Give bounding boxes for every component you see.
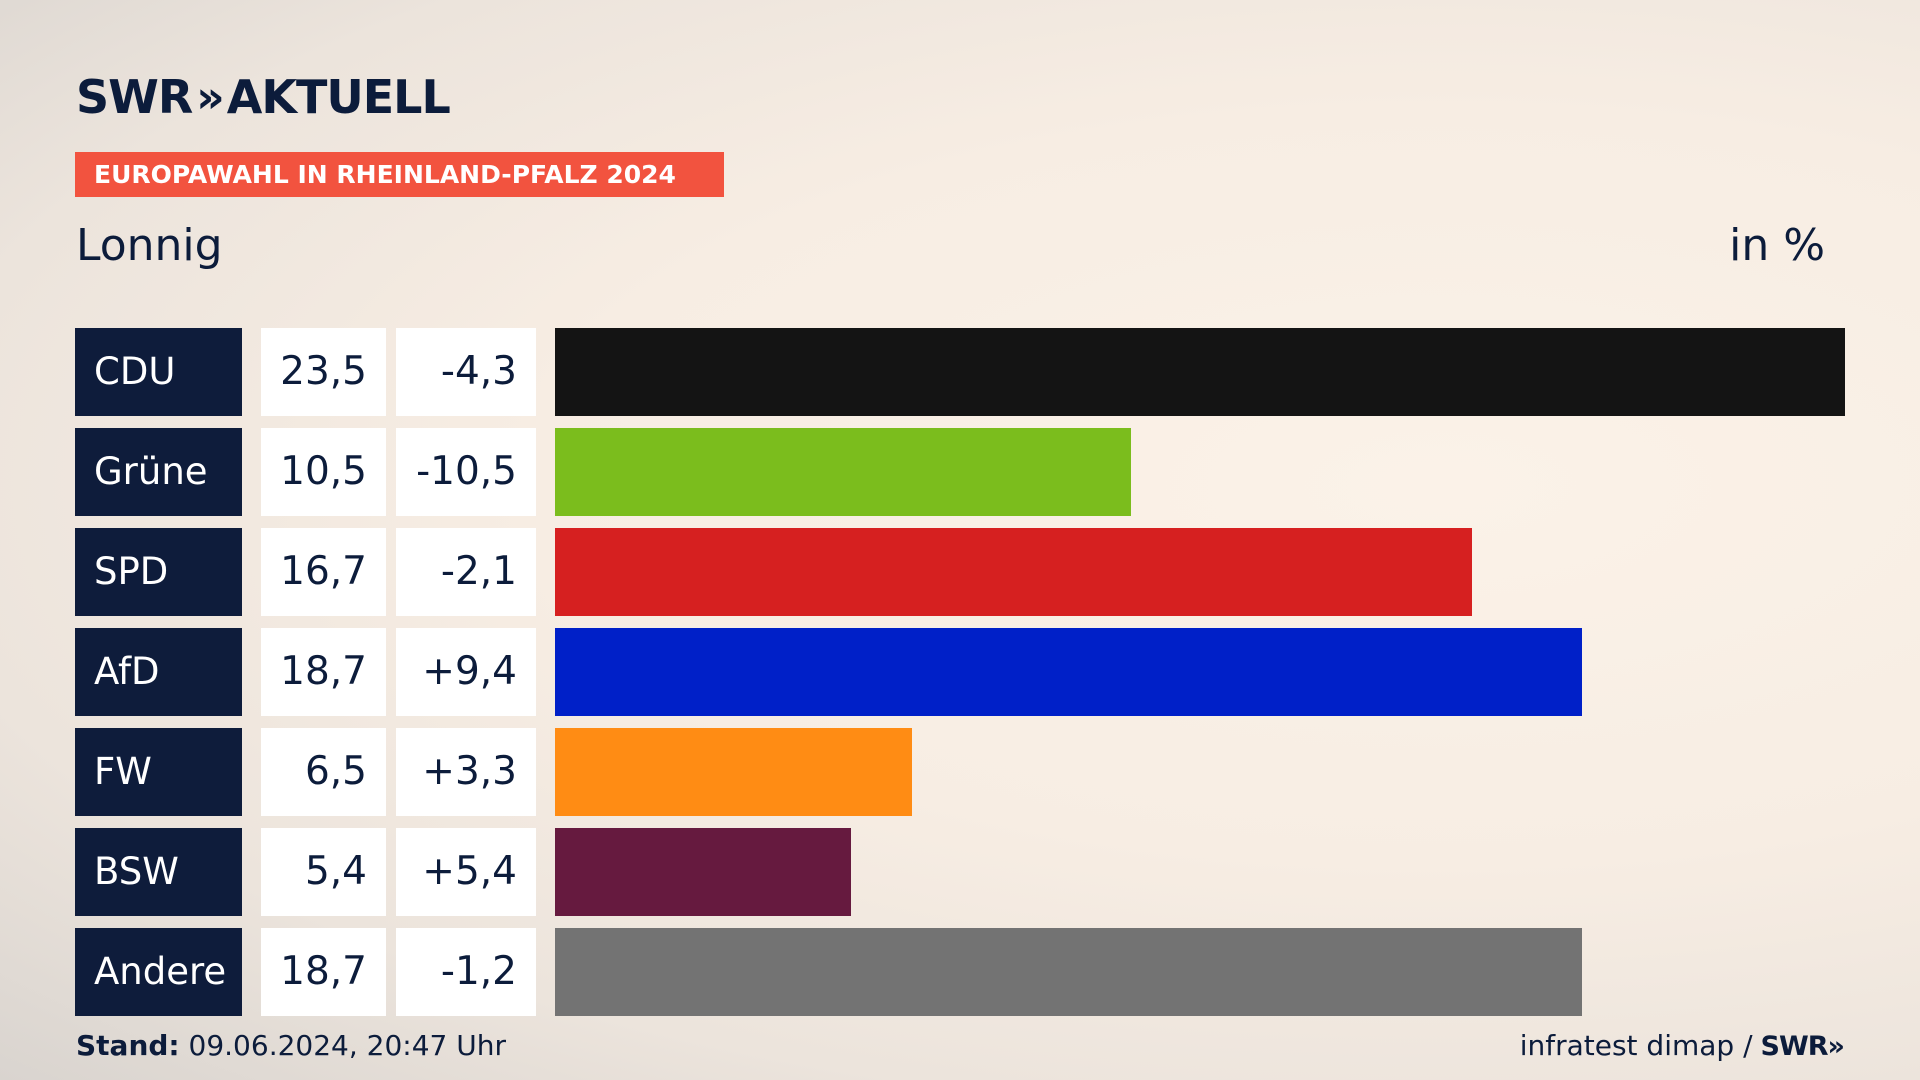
party-label: Andere (75, 928, 242, 1016)
vote-share-label: 18,7 (261, 928, 386, 1016)
vote-share-label: 6,5 (261, 728, 386, 816)
party-label: AfD (75, 628, 242, 716)
result-bar (555, 928, 1582, 1016)
vote-share-label: 18,7 (261, 628, 386, 716)
party-label: CDU (75, 328, 242, 416)
vote-share-label: 5,4 (261, 828, 386, 916)
election-title-banner: EUROPAWAHL IN RHEINLAND-PFALZ 2024 (75, 152, 724, 197)
result-bar (555, 428, 1131, 516)
result-bar (555, 528, 1472, 616)
brand-chevrons-icon: » (196, 71, 225, 123)
swr-logo: SWR» (1760, 1031, 1845, 1062)
result-bar (555, 328, 1845, 416)
change-label: +3,3 (396, 728, 536, 816)
stand-value: 09.06.2024, 20:47 Uhr (188, 1029, 506, 1062)
vote-share-label: 10,5 (261, 428, 386, 516)
place-name: Lonnig (76, 220, 223, 271)
source-text: infratest dimap / (1519, 1029, 1753, 1062)
party-label: SPD (75, 528, 242, 616)
change-label: -4,3 (396, 328, 536, 416)
change-label: +5,4 (396, 828, 536, 916)
result-bar (555, 628, 1582, 716)
party-label: Grüne (75, 428, 242, 516)
change-label: -2,1 (396, 528, 536, 616)
change-label: -1,2 (396, 928, 536, 1016)
change-label: +9,4 (396, 628, 536, 716)
result-bar (555, 828, 851, 916)
brand-aktuell: AKTUELL (226, 70, 451, 124)
swr-aktuell-logo: SWR » AKTUELL (76, 70, 451, 124)
change-label: -10,5 (396, 428, 536, 516)
vote-share-label: 23,5 (261, 328, 386, 416)
stand-label: Stand: (76, 1029, 180, 1062)
source-credit: infratest dimap / SWR» (1519, 1029, 1845, 1062)
party-label: FW (75, 728, 242, 816)
timestamp: Stand: 09.06.2024, 20:47 Uhr (76, 1029, 506, 1062)
party-label: BSW (75, 828, 242, 916)
result-bar (555, 728, 912, 816)
unit-label: in % (1729, 220, 1825, 271)
vote-share-label: 16,7 (261, 528, 386, 616)
brand-swr: SWR (76, 70, 193, 124)
